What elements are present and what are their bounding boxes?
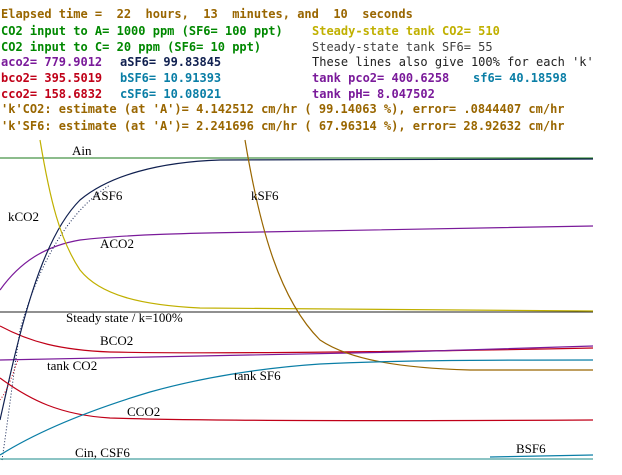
label-bsf6: BSF6 [516,441,546,456]
k-co2-estimate: 'k'CO2: estimate (at 'A')= 4.142512 cm/h… [1,102,565,116]
co2-input-a-text: CO2 input to A= 1000 ppm (SF6= 100 ppt) [1,24,283,38]
tank-ph-value: tank pH= 8.047502 [312,87,435,101]
csf6-value: cSF6= 10.08021 [120,87,222,101]
k-sf6-estimate: 'k'SF6: estimate (at 'A')= 2.241696 cm/h… [1,119,565,133]
label-steady-state: Steady state / k=100% [66,310,183,325]
aco2-value: aco2= 779.9012 [1,55,103,69]
asf6-line [0,158,594,421]
label-ain: Ain [72,143,92,158]
co2-input-c-text: CO2 input to C= 20 ppm (SF6= 10 ppt) [1,40,262,54]
asf6-value: aSF6= 99.83845 [120,55,222,69]
tank-sf6-line [0,359,594,456]
aco2-line [0,225,594,291]
elapsed-time-text: Elapsed time = 22 hours, 13 minutes, and… [1,7,413,21]
label-ksf6: kSF6 [251,188,279,203]
cco2-value: cco2= 158.6832 [1,87,103,101]
tank-co2-line [0,345,594,361]
label-bco2: BCO2 [100,333,134,348]
tank-pco2-value: tank pco2= 400.6258 [312,71,450,85]
bco2-value: bco2= 395.5019 [1,71,103,85]
tank-sf6-value: sf6= 40.18598 [473,71,567,85]
note-text: These lines also give 100% for each 'k' [312,55,594,69]
kco2-line [39,139,594,312]
bsf6-value: bSF6= 10.91393 [120,71,222,85]
label-asf6: ASF6 [92,188,123,203]
bsf6-line [489,454,594,458]
red-dotted-line [0,359,19,401]
label-cin-csf6: Cin, CSF6 [75,445,130,460]
label-aco2: ACO2 [100,236,134,251]
steady-state-sf6-text: Steady-state tank SF6= 55 [312,40,493,54]
cco2-line [0,377,594,422]
label-tank-sf6: tank SF6 [234,368,281,383]
label-cco2: CCO2 [127,404,161,419]
label-kco2: kCO2 [8,209,40,224]
label-tank-co2: tank CO2 [47,358,98,373]
steady-state-co2-text: Steady-state tank CO2= 510 [312,24,500,38]
ksf6-line [244,139,593,371]
